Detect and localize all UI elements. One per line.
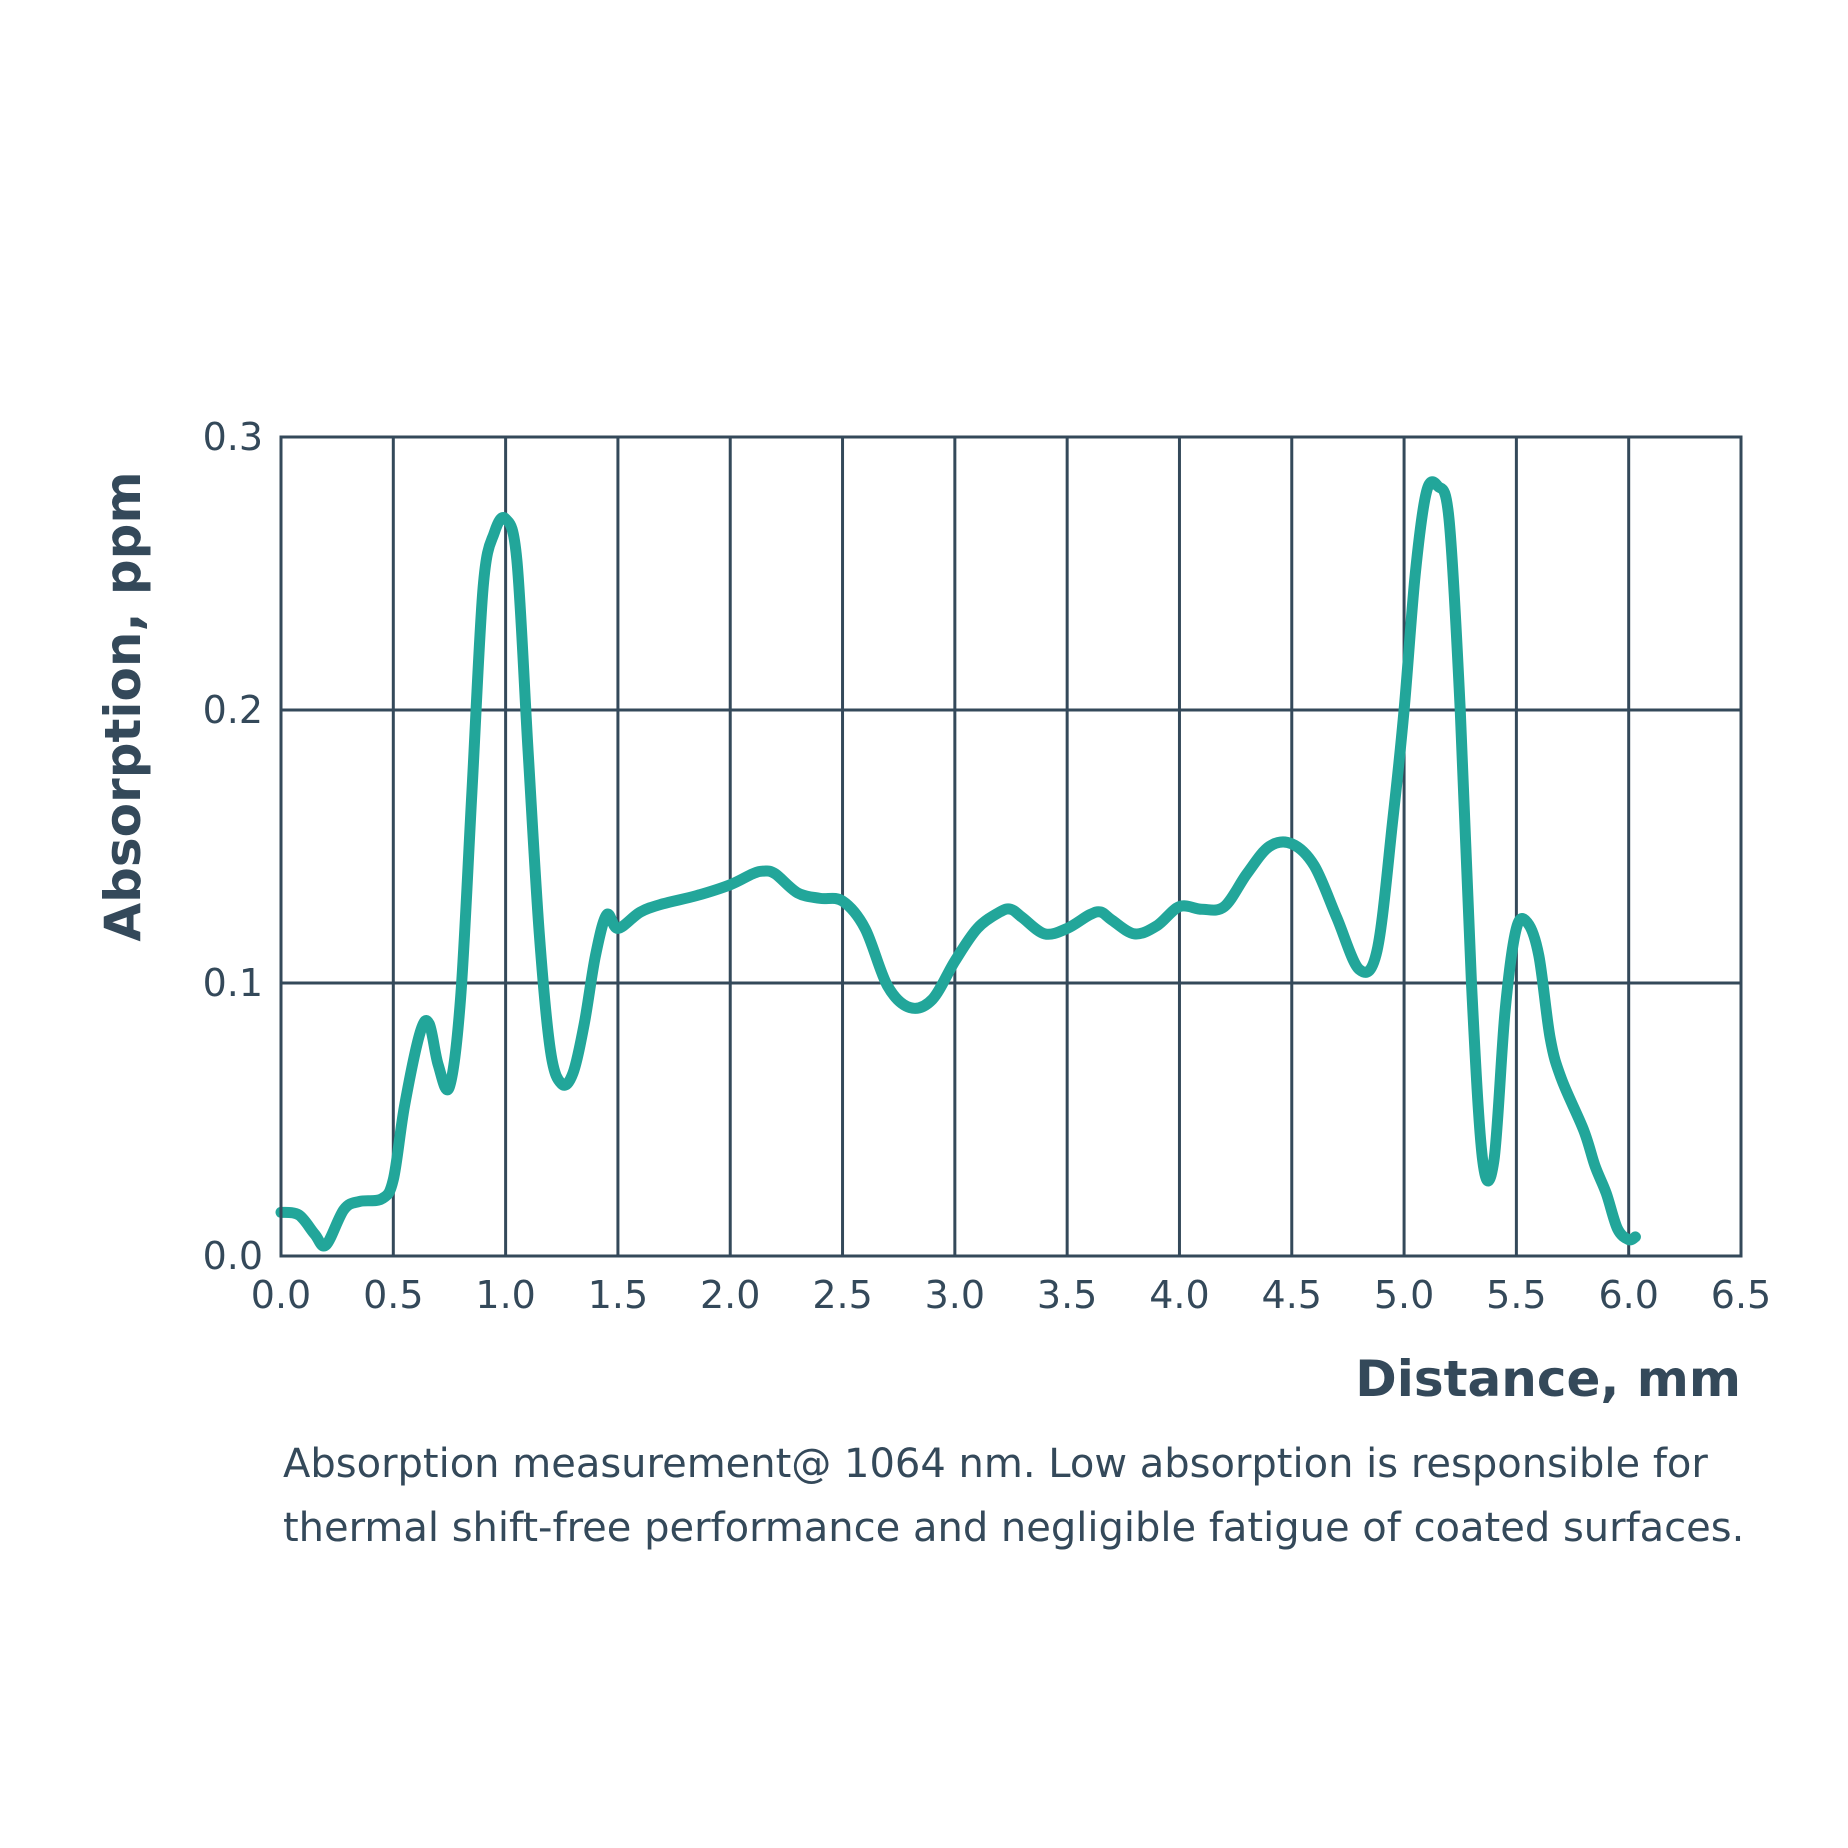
x-tick-label: 1.0 [475, 1273, 535, 1317]
x-axis-label: Distance, mm [1355, 1350, 1741, 1408]
chart-grid [279, 435, 1743, 1258]
x-tick-label: 0.5 [363, 1273, 423, 1317]
y-tick-labels: 0.0 0.1 0.2 0.3 [203, 415, 263, 1278]
x-tick-label: 2.0 [700, 1273, 760, 1317]
y-tick-label: 0.0 [203, 1234, 263, 1278]
plot-frame [279, 435, 1743, 1258]
y-axis-label: Absorption, ppm [94, 471, 152, 941]
x-tick-label: 2.5 [812, 1273, 872, 1317]
x-tick-label: 5.0 [1374, 1273, 1434, 1317]
x-tick-label: 5.5 [1486, 1273, 1546, 1317]
x-tick-labels: 0.0 0.5 1.0 1.5 2.0 2.5 3.0 3.5 4.0 4.5 5.0 5.5 6.0 6… [251, 1273, 1771, 1317]
x-tick-label: 3.5 [1037, 1273, 1097, 1317]
y-tick-label: 0.1 [203, 961, 263, 1005]
x-tick-label: 6.0 [1598, 1273, 1658, 1317]
x-tick-label: 3.0 [925, 1273, 985, 1317]
x-tick-label: 4.0 [1149, 1273, 1209, 1317]
chart-caption: Absorption measurement@ 1064 nm. Low abs… [283, 1441, 1745, 1551]
series-line-0 [275, 476, 1641, 1252]
y-tick-label: 0.3 [203, 415, 263, 459]
x-tick-label: 1.5 [588, 1273, 648, 1317]
series-layer [275, 476, 1641, 1252]
x-tick-label: 4.5 [1262, 1273, 1322, 1317]
x-tick-label: 6.5 [1711, 1273, 1771, 1317]
x-tick-label: 0.0 [251, 1273, 311, 1317]
y-tick-label: 0.2 [203, 688, 263, 732]
